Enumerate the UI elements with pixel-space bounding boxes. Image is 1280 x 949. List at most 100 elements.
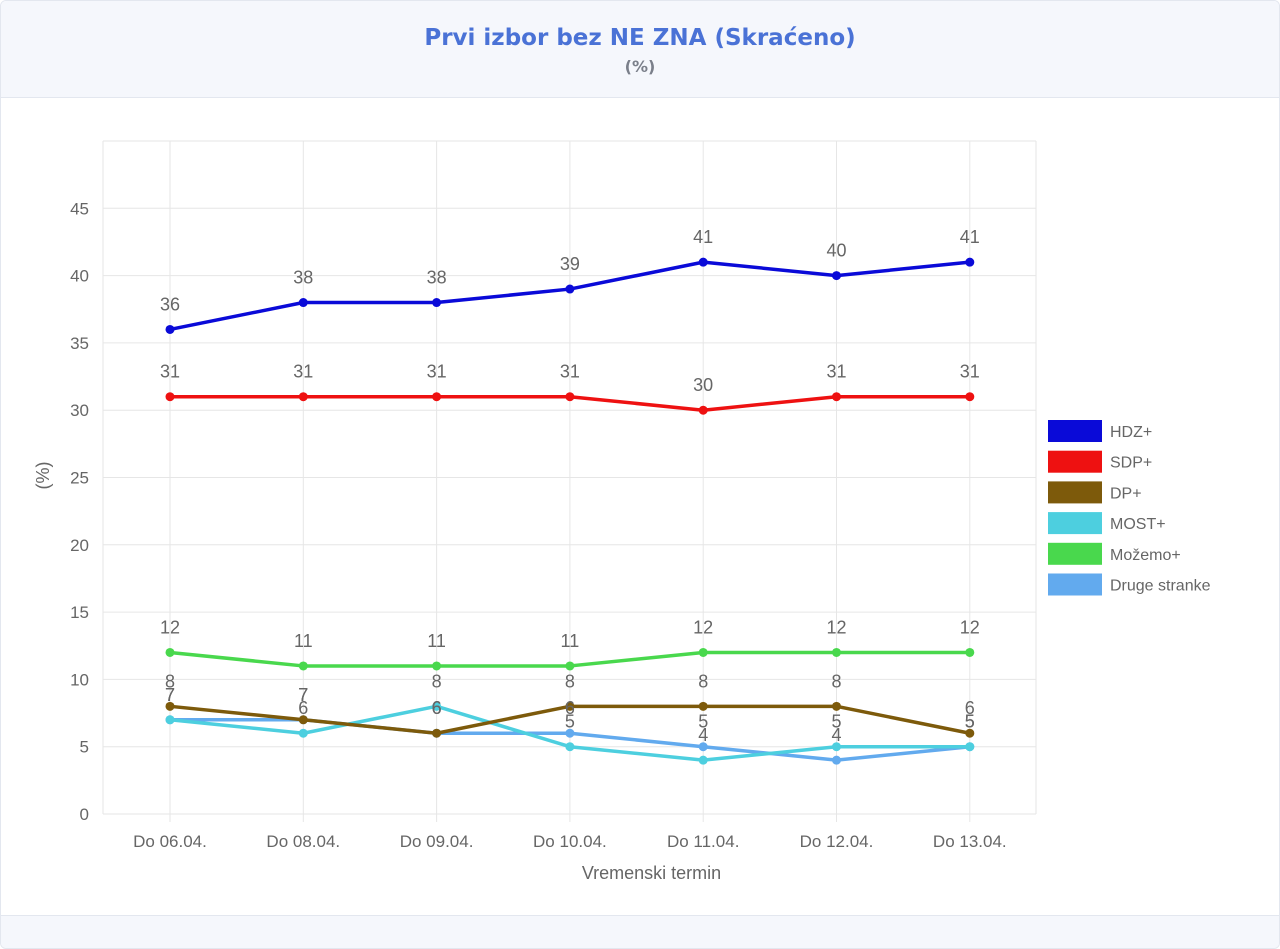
data-point-most [832,742,841,752]
chart-subtitle: (%) [624,57,656,76]
data-label-mo-emo: 11 [561,631,580,651]
data-label-druge-stranke: 5 [965,712,975,732]
data-point-most [165,715,175,725]
data-label-most: 5 [565,712,575,732]
data-label-dp: 8 [831,671,841,691]
data-point-mo-emo [698,647,708,657]
data-point-mo-emo [832,647,841,657]
data-label-druge-stranke: 6 [565,698,575,718]
data-point-druge-stranke [832,755,841,765]
data-label-sdp: 31 [293,362,313,382]
data-label-most: 8 [432,671,442,691]
legend-label: SDP+ [1110,455,1152,472]
legend: HDZ+ SDP+ DP+ MOST+ Možemo+ Druge stranke [1048,420,1211,596]
data-point-mo-emo [565,661,575,671]
data-label-hdz: 41 [960,227,980,247]
data-label-most: 5 [965,712,975,732]
data-label-hdz: 41 [693,227,713,247]
data-label-sdp: 31 [160,362,180,382]
data-point-sdp [565,392,575,402]
legend-label: Možemo+ [1110,547,1181,564]
y-tick-label: 30 [70,401,89,420]
data-label-druge-stranke: 5 [698,712,708,732]
data-label-sdp: 31 [427,362,447,382]
data-label-most: 6 [298,698,308,718]
data-point-most [298,728,308,738]
data-label-dp: 6 [965,698,975,718]
x-tick-label: Do 09.04. [400,832,474,851]
data-point-sdp [298,392,308,402]
data-point-dp [298,715,308,725]
card-header: Prvi izbor bez NE ZNA (Skraćeno) (%) [1,1,1279,98]
legend-swatch [1048,542,1102,565]
data-point-hdz [698,257,708,267]
data-point-most [965,742,975,752]
data-label-druge-stranke: 7 [165,685,175,705]
data-label-mo-emo: 12 [693,617,713,637]
data-point-druge-stranke [565,728,575,738]
legend-swatch [1048,450,1102,473]
data-label-most: 5 [831,712,841,732]
data-point-dp [565,701,575,711]
data-label-mo-emo: 12 [160,617,180,637]
series-layer [165,257,975,765]
data-point-sdp [165,392,175,402]
data-point-dp [965,728,975,738]
legend-label: DP+ [1110,485,1142,502]
data-label-mo-emo: 11 [427,631,446,651]
y-tick-label: 25 [70,469,89,488]
data-label-hdz: 40 [826,241,846,261]
data-point-sdp [832,392,841,402]
data-point-hdz [165,324,175,334]
data-point-hdz [298,298,308,308]
data-point-sdp [432,392,442,402]
data-point-druge-stranke [698,742,708,752]
data-point-mo-emo [965,647,975,657]
data-label-druge-stranke: 7 [298,685,308,705]
data-point-mo-emo [298,661,308,671]
data-point-hdz [565,284,575,294]
data-point-most [565,742,575,752]
data-point-hdz [832,271,841,281]
legend-label: Druge stranke [1110,578,1211,595]
y-tick-label: 15 [70,603,89,622]
data-label-mo-emo: 11 [294,631,313,651]
legend-swatch [1048,573,1102,596]
data-label-dp: 8 [565,671,575,691]
data-label-dp: 6 [432,698,442,718]
legend-swatch [1048,512,1102,535]
data-point-dp [698,701,708,711]
data-label-most: 7 [165,685,175,705]
card-footer [1,915,1279,948]
y-tick-label: 10 [70,670,89,689]
data-label-sdp: 31 [826,362,846,382]
x-tick-label: Do 11.04. [667,832,739,851]
data-label-sdp: 30 [693,375,713,395]
data-point-hdz [432,298,442,308]
data-label-dp: 7 [298,685,308,705]
x-axis-title: Vremenski termin [582,863,721,883]
data-label-most: 4 [698,725,708,745]
data-point-most [432,701,442,711]
y-tick-label: 20 [70,536,89,555]
data-point-dp [165,701,175,711]
data-label-dp: 8 [698,671,708,691]
y-axis-title: (%) [33,462,53,490]
data-point-mo-emo [432,661,442,671]
data-label-dp: 8 [165,671,175,691]
data-point-sdp [965,392,975,402]
data-label-druge-stranke: 6 [432,698,442,718]
data-label-hdz: 39 [560,254,580,274]
legend-swatch [1048,420,1102,442]
data-label-hdz: 38 [293,268,313,288]
data-label-hdz: 38 [427,268,447,288]
y-tick-label: 5 [80,738,89,757]
data-point-mo-emo [165,647,175,657]
data-label-mo-emo: 12 [826,617,846,637]
data-point-dp [432,728,442,738]
x-tick-label: Do 10.04. [533,832,607,851]
y-tick-label: 45 [70,199,89,218]
